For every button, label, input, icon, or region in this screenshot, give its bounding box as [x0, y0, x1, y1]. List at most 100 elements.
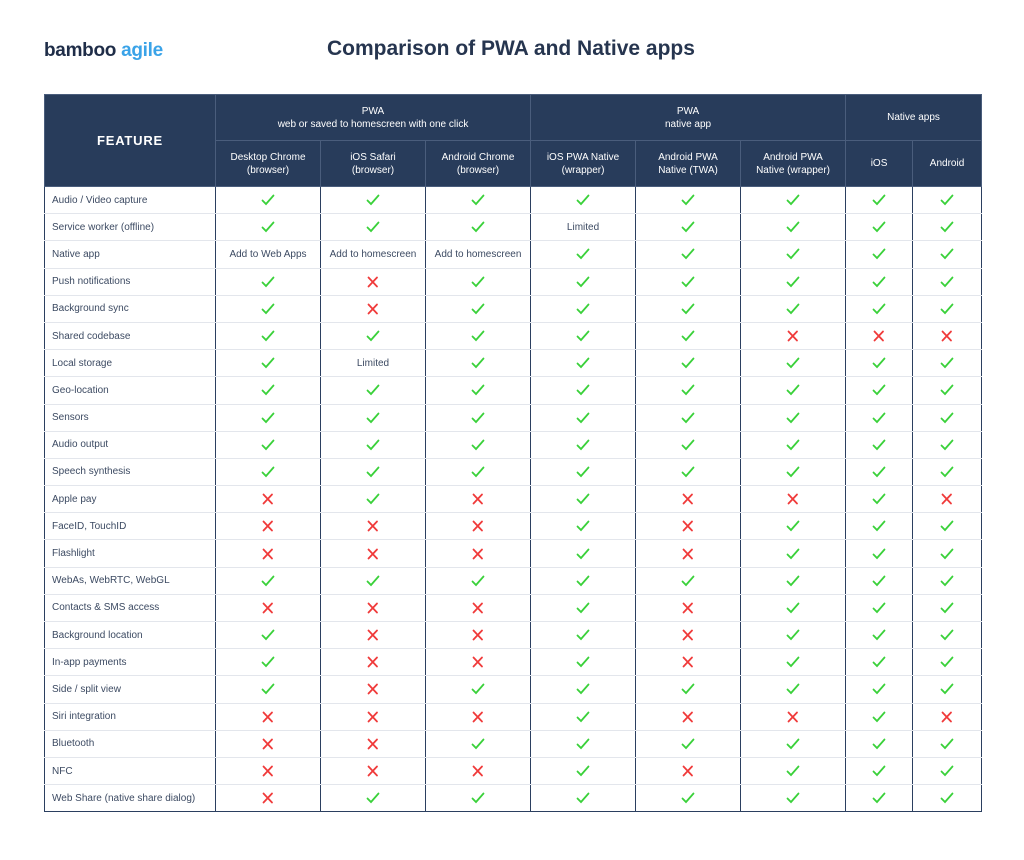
cross-icon [262, 711, 273, 723]
group-header-native-apps: Native apps [845, 94, 983, 141]
check-icon [576, 194, 590, 206]
cross-icon [367, 711, 378, 723]
feature-name: FaceID, TouchID [44, 512, 216, 541]
check-icon [872, 656, 886, 668]
table-row: Native app Add to Web Apps Add to homescre… [44, 240, 983, 269]
cross-icon [472, 711, 483, 723]
cross-icon [682, 711, 693, 723]
support-cell [740, 322, 847, 351]
support-cell [912, 186, 983, 215]
support-cell [912, 322, 983, 351]
check-icon [872, 493, 886, 505]
check-icon [872, 466, 886, 478]
cross-icon [787, 493, 798, 505]
check-icon [681, 357, 695, 369]
table-row: In-app payments [44, 648, 983, 677]
support-cell [424, 757, 532, 786]
check-icon [576, 684, 590, 695]
cross-icon [682, 765, 693, 777]
feature-name: Background location [44, 621, 216, 650]
support-cell [530, 376, 637, 405]
support-cell [740, 621, 847, 650]
feature-name: Audio / Video capture [44, 186, 216, 215]
check-icon [261, 629, 275, 641]
check-icon [366, 575, 380, 587]
support-cell [635, 240, 742, 269]
support-cell [424, 784, 532, 813]
check-icon [471, 276, 485, 287]
support-cell [912, 404, 983, 432]
feature-name: Geo-location [44, 376, 216, 405]
support-cell [635, 268, 742, 296]
check-icon [366, 221, 380, 233]
support-cell [912, 376, 983, 405]
check-icon [366, 194, 380, 206]
support-cell: Add to homescreen [424, 240, 532, 269]
support-cell [320, 730, 426, 758]
support-cell [215, 730, 321, 758]
support-cell [215, 485, 321, 514]
cross-icon [262, 548, 273, 559]
check-icon [471, 575, 485, 587]
cross-icon [941, 493, 952, 505]
support-cell [912, 213, 983, 242]
table-row: Background sync [44, 295, 983, 323]
check-icon [681, 249, 695, 260]
support-cell [635, 458, 742, 487]
support-cell [740, 648, 847, 677]
support-cell [424, 567, 532, 595]
check-icon [940, 194, 954, 206]
support-cell [635, 539, 742, 568]
check-icon [366, 493, 380, 505]
logo-part2: agile [121, 40, 163, 61]
table-row: Sensors [44, 404, 983, 432]
check-icon [576, 357, 590, 369]
support-cell [215, 186, 321, 215]
support-cell [320, 376, 426, 405]
check-icon [872, 548, 886, 559]
support-cell [215, 675, 321, 704]
support-cell [740, 431, 847, 459]
support-cell [845, 648, 914, 677]
column-header-line2: (browser) [351, 164, 395, 176]
check-icon [786, 357, 800, 369]
support-cell [845, 675, 914, 704]
check-icon [471, 684, 485, 695]
support-cell [215, 784, 321, 813]
check-icon [940, 656, 954, 668]
support-cell [215, 648, 321, 677]
check-icon [366, 330, 380, 342]
support-cell [845, 431, 914, 459]
check-icon [940, 412, 954, 423]
support-cell [215, 213, 321, 242]
support-cell [740, 458, 847, 487]
support-cell [845, 621, 914, 650]
check-icon [576, 629, 590, 641]
support-cell [912, 594, 983, 623]
support-cell [912, 567, 983, 595]
support-cell [320, 703, 426, 731]
column-header-line1: iOS PWA Native [546, 151, 620, 163]
support-cell [635, 349, 742, 378]
support-cell [740, 349, 847, 378]
check-icon [872, 357, 886, 369]
support-cell [424, 295, 532, 323]
check-icon [940, 357, 954, 369]
check-icon [576, 249, 590, 260]
support-cell [424, 404, 532, 432]
support-cell [740, 485, 847, 514]
support-cell [424, 485, 532, 514]
support-cell [320, 512, 426, 541]
support-cell [635, 757, 742, 786]
check-icon [681, 330, 695, 342]
check-icon [786, 656, 800, 668]
support-cell [215, 458, 321, 487]
column-header: Android PWA Native (wrapper) [740, 140, 847, 187]
support-cell [215, 295, 321, 323]
support-cell [635, 648, 742, 677]
support-cell [424, 621, 532, 650]
check-icon [471, 194, 485, 206]
check-icon [940, 575, 954, 587]
column-header: iOS PWA Native (wrapper) [530, 140, 637, 187]
check-icon [786, 412, 800, 423]
